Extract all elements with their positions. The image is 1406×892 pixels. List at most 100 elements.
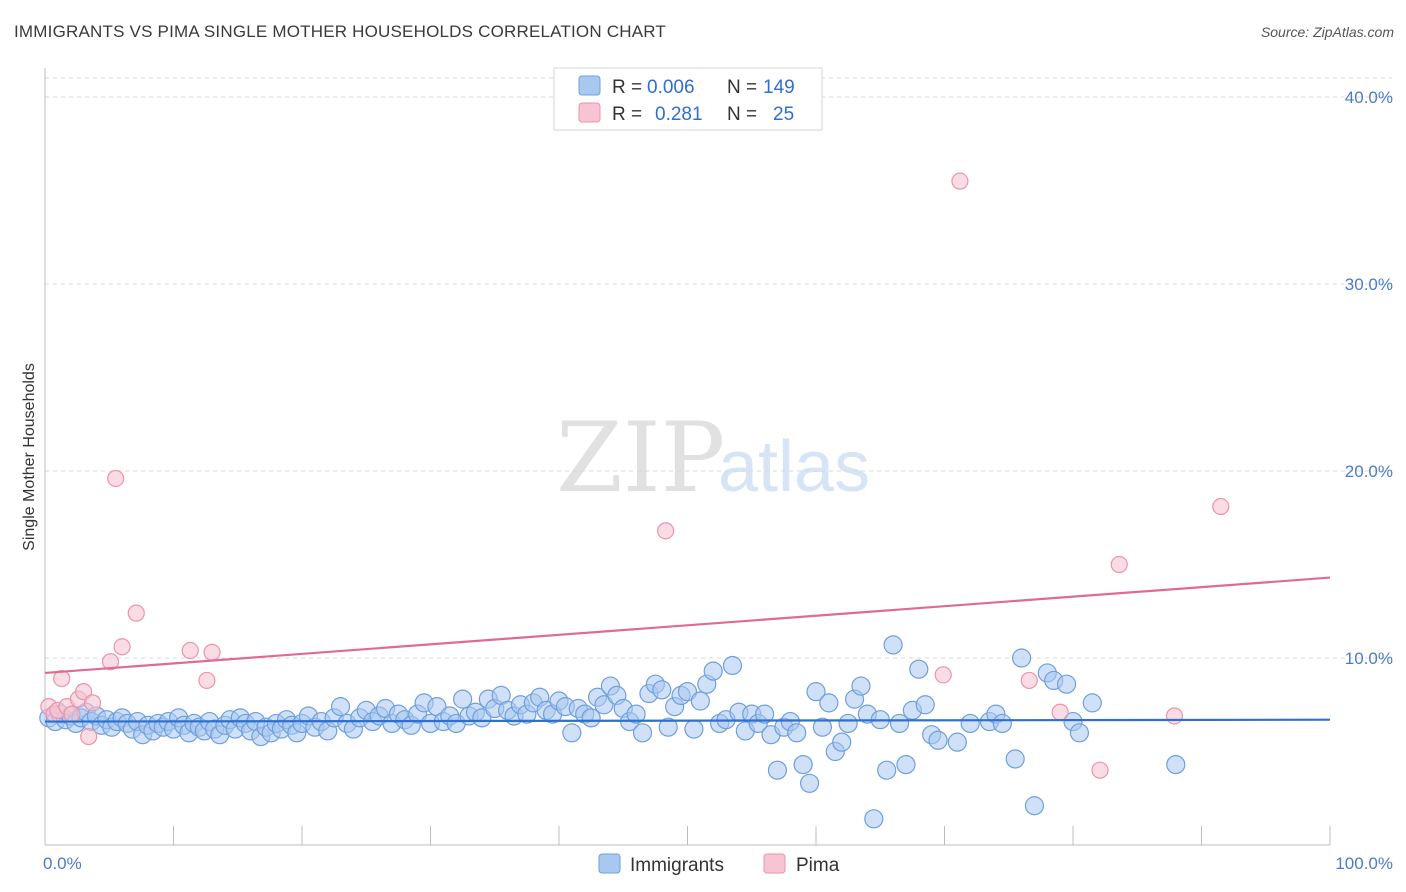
- data-point-pima: [934, 666, 952, 684]
- stats-n-value: 149: [763, 77, 795, 98]
- data-point-pima: [203, 643, 221, 661]
- data-point-immigrants: [1069, 723, 1090, 743]
- legend-label-immigrants: Immigrants: [630, 855, 724, 876]
- data-point-immigrants: [812, 717, 833, 737]
- x-tick-label: 0.0%: [43, 854, 82, 873]
- data-point-immigrants: [722, 655, 743, 676]
- data-point-immigrants: [562, 723, 582, 743]
- legend-swatch-pima: [763, 853, 786, 874]
- data-point-immigrants: [677, 682, 698, 702]
- y-tick-label: 20.0%: [1345, 462, 1393, 481]
- y-axis-title: Single Mother Households: [21, 363, 38, 551]
- data-point-immigrants: [877, 760, 897, 780]
- data-point-immigrants: [1056, 674, 1077, 694]
- data-point-pima: [53, 669, 71, 688]
- data-point-immigrants: [1011, 648, 1032, 668]
- data-point-immigrants: [864, 809, 884, 829]
- data-point-pima: [1110, 555, 1128, 574]
- x-tick-label: 100.0%: [1335, 854, 1393, 873]
- data-point-immigrants: [1166, 754, 1186, 775]
- data-point-pima: [657, 522, 675, 540]
- data-point-immigrants: [889, 713, 910, 734]
- data-point-immigrants: [652, 680, 672, 700]
- data-point-immigrants: [896, 754, 916, 775]
- data-point-immigrants: [915, 695, 935, 715]
- data-point-pima: [107, 469, 125, 488]
- series-legend: Immigrants Pima: [598, 853, 840, 876]
- data-point-immigrants: [1005, 749, 1025, 769]
- y-tick-label: 10.0%: [1345, 649, 1393, 668]
- y-tick-label: 30.0%: [1345, 275, 1393, 294]
- data-point-pima: [80, 727, 98, 746]
- stats-legend: R = 0.006 N = 149 R = 0.281 N = 25: [553, 67, 823, 131]
- stats-r-label: R =: [612, 104, 642, 125]
- data-point-immigrants: [594, 695, 614, 715]
- data-point-immigrants: [1082, 693, 1102, 713]
- data-point-immigrants: [754, 704, 775, 724]
- data-point-immigrants: [883, 635, 903, 655]
- data-point-immigrants: [703, 661, 723, 681]
- data-point-immigrants: [690, 691, 710, 711]
- data-point-immigrants: [819, 693, 839, 713]
- data-point-pima: [74, 683, 93, 701]
- stats-r-value: 0.006: [647, 77, 695, 98]
- trend-line-pima: [44, 576, 1331, 675]
- data-point-immigrants: [909, 659, 929, 679]
- data-point-pima: [951, 172, 969, 190]
- data-point-pima: [127, 604, 145, 622]
- data-point-pima: [181, 641, 199, 660]
- trend-line-immigrants: [44, 718, 1331, 723]
- data-point-immigrants: [330, 697, 351, 717]
- data-point-pima: [1051, 703, 1069, 721]
- data-point-pima: [198, 671, 216, 690]
- legend-label-pima: Pima: [796, 855, 840, 876]
- data-point-immigrants: [851, 676, 871, 696]
- data-point-pima: [113, 638, 131, 656]
- stats-r-value: 0.281: [655, 104, 703, 125]
- series-pima-points: [40, 172, 1230, 779]
- data-point-pima: [1212, 497, 1230, 516]
- data-point-pima: [63, 705, 81, 723]
- data-point-immigrants: [472, 708, 492, 728]
- series-immigrants-points: [39, 635, 1186, 829]
- y-tick-label: 40.0%: [1345, 88, 1393, 107]
- data-point-immigrants: [453, 689, 473, 709]
- legend-swatch-immigrants: [598, 853, 621, 874]
- data-point-immigrants: [928, 730, 948, 750]
- watermark: ZIP atlas: [556, 402, 870, 514]
- source-credit: Source: ZipAtlas.com: [1260, 24, 1394, 40]
- stats-n-label: N =: [727, 77, 757, 98]
- stats-legend-swatch-immigrants: [578, 75, 601, 96]
- data-point-immigrants: [793, 754, 813, 775]
- data-point-pima: [101, 653, 120, 671]
- data-point-immigrants: [581, 708, 601, 728]
- data-point-immigrants: [799, 773, 820, 793]
- data-point-pima: [1091, 761, 1109, 779]
- data-point-immigrants: [947, 732, 967, 752]
- data-point-immigrants: [767, 760, 788, 780]
- data-point-immigrants: [787, 723, 807, 743]
- data-point-pima: [1020, 671, 1038, 690]
- data-point-immigrants: [960, 713, 980, 734]
- data-point-immigrants: [992, 713, 1012, 734]
- watermark-atlas: atlas: [718, 427, 870, 507]
- data-point-immigrants: [632, 723, 653, 743]
- data-point-immigrants: [1024, 796, 1045, 816]
- tick-labels: 10.0% 20.0% 30.0% 40.0% 0.0% 100.0%: [43, 88, 1393, 873]
- data-point-pima: [83, 694, 102, 712]
- stats-n-label: N =: [727, 104, 757, 125]
- watermark-zip: ZIP: [556, 402, 725, 514]
- trend-lines: [44, 576, 1331, 723]
- stats-r-label: R =: [612, 77, 642, 98]
- stats-n-value: 25: [773, 104, 794, 125]
- data-point-immigrants: [658, 717, 678, 737]
- data-point-immigrants: [806, 682, 826, 702]
- data-point-pima: [1165, 707, 1184, 725]
- grid-lines: [45, 77, 1392, 659]
- data-point-immigrants: [626, 704, 646, 724]
- data-point-immigrants: [838, 713, 858, 734]
- data-point-immigrants: [832, 732, 852, 752]
- chart-title: IMMIGRANTS VS PIMA SINGLE MOTHER HOUSEHO…: [14, 22, 666, 41]
- stats-legend-swatch-pima: [578, 102, 601, 123]
